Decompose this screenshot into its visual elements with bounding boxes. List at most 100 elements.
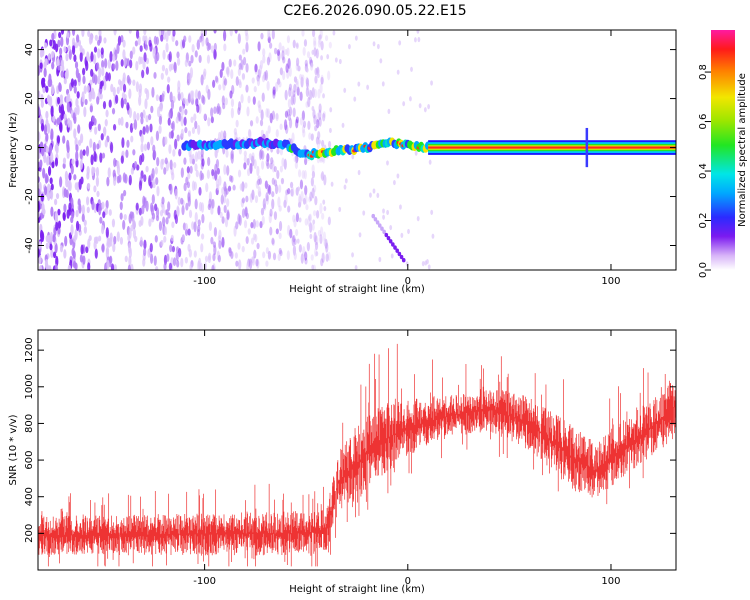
noise-blob: [266, 161, 270, 170]
noise-blob: [47, 122, 51, 134]
noise-blob: [301, 124, 306, 134]
noise-blob: [199, 262, 203, 270]
noise-blob: [299, 179, 304, 190]
noise-blob: [267, 125, 271, 134]
noise-blob: [40, 193, 44, 202]
noise-blob: [128, 174, 132, 186]
noise-blob: [245, 84, 249, 93]
noise-blob: [302, 46, 306, 56]
noise-blob: [423, 107, 427, 113]
noise-blob: [281, 50, 285, 61]
noise-blob: [89, 138, 93, 148]
noise-blob: [211, 198, 215, 209]
noise-blob: [135, 81, 140, 93]
noise-blob: [217, 205, 221, 216]
noise-blob: [92, 141, 96, 153]
noise-blob: [325, 242, 329, 253]
noise-blob: [43, 67, 47, 78]
diagonal-streak: [393, 245, 397, 250]
noise-blob: [51, 61, 55, 70]
noise-blob: [271, 198, 275, 210]
noise-blob: [104, 58, 108, 69]
noise-blob: [54, 43, 59, 53]
noise-blob: [50, 128, 54, 140]
colorbar-ticks: 0.0 0.2 0.4 0.6 0.8: [698, 64, 711, 278]
noise-blob: [101, 201, 105, 210]
noise-blob: [188, 74, 192, 84]
noise-blob: [120, 193, 124, 202]
noise-blob: [125, 121, 129, 129]
noise-blob: [288, 66, 292, 77]
noise-blob: [327, 251, 331, 261]
noise-blob: [108, 209, 112, 216]
noise-blob: [91, 166, 95, 177]
noise-blob: [120, 59, 124, 67]
noise-blob: [183, 97, 187, 105]
noise-blob: [291, 235, 295, 247]
noise-blob: [126, 102, 130, 111]
noise-blob: [295, 81, 299, 90]
noise-blob: [132, 228, 137, 239]
noise-blob: [165, 67, 169, 76]
noise-blob: [47, 190, 51, 202]
noise-blob: [278, 247, 282, 255]
noise-blob: [194, 50, 198, 58]
noise-blob: [306, 241, 310, 252]
noise-blob: [266, 56, 271, 66]
noise-blob: [267, 30, 271, 39]
noise-blob: [168, 51, 172, 63]
noise-blob: [145, 66, 149, 75]
noise-blob: [293, 76, 298, 83]
noise-blob: [258, 104, 262, 114]
noise-blob: [238, 81, 242, 89]
noise-blob: [293, 238, 297, 246]
noise-blob: [164, 157, 168, 165]
noise-blob: [154, 166, 158, 175]
noise-blob: [63, 249, 67, 259]
noise-blob: [302, 197, 307, 205]
noise-blob: [230, 107, 234, 119]
noise-blob: [324, 35, 329, 42]
noise-blob: [88, 91, 92, 100]
noise-blob: [111, 218, 116, 228]
noise-blob: [101, 60, 105, 69]
noise-blob: [289, 181, 294, 189]
noise-blob: [38, 106, 41, 117]
noise-blob: [193, 250, 197, 258]
noise-blob: [253, 249, 257, 259]
noise-blob: [132, 149, 136, 156]
noise-blob: [225, 188, 229, 195]
noise-blob: [259, 148, 263, 159]
noise-blob: [46, 156, 50, 165]
noise-blob: [103, 80, 107, 91]
noise-blob: [203, 113, 207, 120]
colorbar-gradient: [711, 30, 735, 270]
noise-blob: [59, 176, 63, 188]
noise-blob: [258, 149, 263, 161]
noise-blob: [369, 192, 372, 198]
noise-blob: [235, 119, 239, 128]
noise-blob: [82, 75, 86, 85]
noise-blob: [167, 30, 171, 37]
noise-blob: [186, 166, 190, 174]
noise-blob: [66, 32, 70, 39]
noise-blob: [293, 218, 297, 228]
noise-blob: [180, 128, 184, 138]
noise-blob: [315, 48, 319, 59]
noise-blob: [313, 40, 317, 49]
noise-blob: [132, 79, 136, 86]
noise-blob: [317, 229, 322, 237]
noise-blob: [301, 74, 305, 82]
noise-blob: [271, 110, 276, 120]
noise-blob: [230, 98, 235, 108]
noise-blob: [224, 217, 229, 228]
noise-blob: [81, 30, 85, 38]
noise-blob: [318, 139, 321, 145]
noise-blob: [99, 152, 103, 163]
x-tick-label: -100: [193, 576, 216, 587]
noise-blob: [67, 45, 71, 52]
noise-blob: [305, 67, 309, 73]
noise-blob: [73, 128, 77, 139]
noise-blob: [254, 63, 258, 73]
noise-blob: [357, 169, 361, 176]
